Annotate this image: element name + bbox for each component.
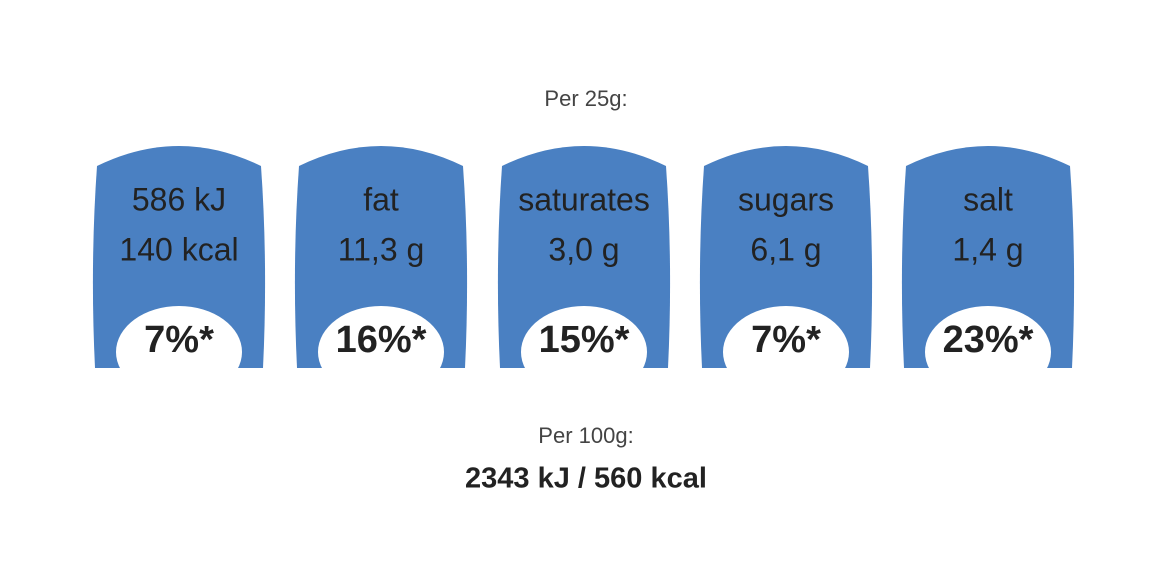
items: 586 kJ 140 kcal 7%* fat 11,3 g 16%* saturates 3… bbox=[88, 146, 1079, 408]
nutrient-percent: 15%* bbox=[539, 319, 630, 361]
footer-energy: 2343 kJ / 560 kcal bbox=[465, 463, 707, 495]
nutrient-barrel bbox=[92, 146, 266, 368]
bottom-cover bbox=[88, 368, 270, 408]
nutrient-percent: 23%* bbox=[943, 319, 1034, 361]
nutrient-line2: 11,3 g bbox=[338, 231, 425, 267]
header-title: Per 25g: bbox=[544, 86, 627, 111]
nutrient-percent: 7%* bbox=[144, 319, 214, 361]
nutrient-percent: 16%* bbox=[336, 319, 427, 361]
nutrient-line1: fat bbox=[363, 181, 399, 217]
bottom-cover bbox=[493, 368, 675, 408]
nutrient-line1: sugars bbox=[738, 181, 834, 217]
nutrient-line2: 6,1 g bbox=[750, 231, 821, 267]
nutrient-barrel bbox=[294, 146, 468, 368]
nutrient-percent: 7%* bbox=[751, 319, 821, 361]
nutrient-line2: 3,0 g bbox=[548, 231, 619, 267]
footer-title: Per 100g: bbox=[538, 423, 633, 448]
nutrient-line2: 1,4 g bbox=[952, 231, 1023, 267]
nutrient-barrel bbox=[901, 146, 1075, 368]
nutrient-line1: saturates bbox=[518, 181, 650, 217]
bottom-cover bbox=[695, 368, 877, 408]
nutrient-barrel bbox=[497, 146, 671, 368]
nutrient-line1: salt bbox=[963, 181, 1013, 217]
bottom-cover bbox=[897, 368, 1079, 408]
nutrient-barrel bbox=[699, 146, 873, 368]
nutrient-line1: 586 kJ bbox=[132, 181, 226, 217]
nutrient-line2: 140 kcal bbox=[119, 231, 238, 267]
bottom-cover bbox=[290, 368, 472, 408]
